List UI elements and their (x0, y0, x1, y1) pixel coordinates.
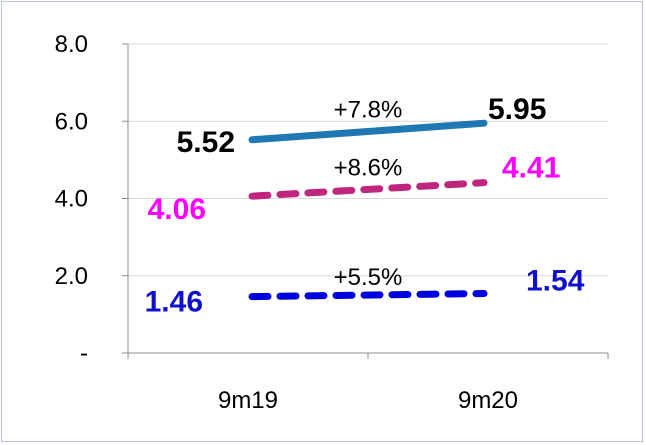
series-line (248, 119, 488, 144)
data-label: 5.95 (488, 93, 546, 126)
change-label: +8.6% (334, 154, 403, 181)
data-label: 1.54 (526, 265, 585, 298)
x-axis-tick-labels: 9m19 9m20 (218, 387, 518, 414)
series-line (248, 290, 488, 301)
series-lines (248, 119, 488, 301)
x-tick-label: 9m19 (218, 387, 278, 414)
data-label: 4.41 (502, 152, 560, 185)
data-label: 4.06 (148, 193, 206, 226)
y-tick-label: 8.0 (55, 31, 88, 58)
data-label: 5.52 (177, 126, 235, 159)
series-line (248, 179, 488, 200)
gridlines (128, 43, 608, 277)
change-label: +5.5% (334, 264, 403, 291)
data-labels: +7.8% 5.52 5.95 +8.6% 4.06 4.41 +5.5% 1.46 1.54 (145, 93, 585, 318)
data-label: 1.46 (145, 286, 203, 319)
axes (122, 43, 609, 359)
y-tick-label: 6.0 (55, 108, 88, 135)
change-label: +7.8% (334, 96, 403, 123)
x-tick-label: 9m20 (458, 387, 518, 414)
y-axis-tick-labels: - 2.0 4.0 6.0 8.0 (55, 31, 88, 367)
y-tick-label: 4.0 (55, 186, 88, 213)
y-tick-label: 2.0 (55, 263, 88, 290)
y-tick-label: - (80, 340, 88, 367)
